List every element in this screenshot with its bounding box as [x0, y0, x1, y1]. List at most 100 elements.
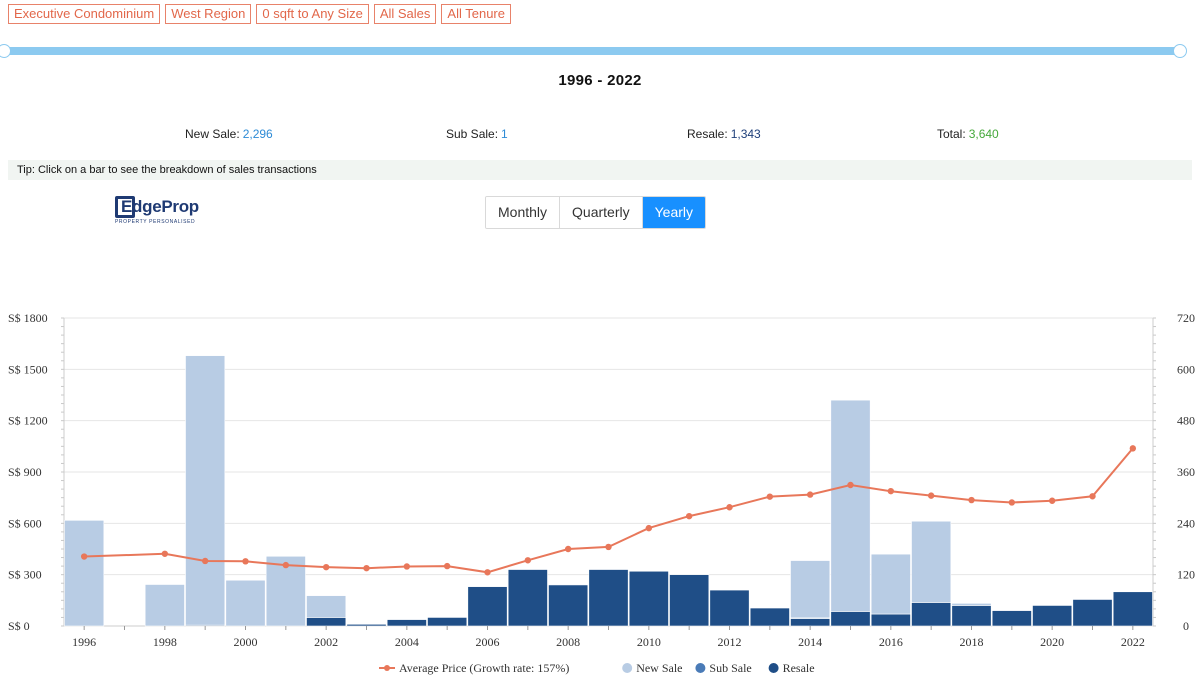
average-price-point[interactable]	[726, 504, 733, 511]
x-axis-tick-label: 2004	[395, 635, 419, 649]
filter-region[interactable]: West Region	[165, 4, 252, 24]
left-axis-tick-label: S$ 900	[8, 465, 42, 479]
bar-resale[interactable]	[628, 570, 669, 627]
x-axis-tick-label: 2020	[1040, 635, 1064, 649]
average-price-point[interactable]	[1008, 499, 1016, 506]
period-toggle: Monthly Quarterly Yearly	[485, 196, 707, 229]
x-axis-tick-label: 2006	[476, 635, 500, 649]
average-price-point[interactable]	[80, 553, 88, 560]
average-price-point[interactable]	[645, 524, 653, 532]
filter-sale-type[interactable]: All Sales	[373, 4, 437, 24]
x-axis-tick-label: 1998	[153, 635, 177, 649]
bar-resale[interactable]	[830, 611, 871, 627]
bar-new-sale[interactable]	[951, 603, 992, 606]
average-price-point[interactable]	[524, 557, 532, 564]
average-price-point[interactable]	[766, 493, 774, 500]
bar-new-sale[interactable]	[64, 520, 105, 627]
left-axis-tick-label: S$ 1500	[8, 362, 48, 376]
average-price-point[interactable]	[443, 562, 451, 570]
bar-resale[interactable]	[1112, 591, 1153, 627]
bar-resale[interactable]	[1032, 605, 1073, 627]
bar-resale[interactable]	[427, 617, 468, 627]
slider-start-handle[interactable]	[0, 44, 11, 58]
filter-size[interactable]: 0 sqft to Any Size	[256, 4, 369, 24]
sales-chart: S$ 0 S$ 300 S$ 600 S$ 900 S$ 1200 S$ 1500 S$ 1…	[8, 311, 1195, 675]
bar-resale[interactable]	[306, 617, 347, 627]
bar-resale[interactable]	[588, 569, 629, 627]
logo-tagline: PROPERTY PERSONALISED	[115, 219, 196, 225]
average-price-point[interactable]	[242, 558, 249, 565]
bar-resale[interactable]	[1072, 599, 1113, 627]
total-label: Total:	[937, 127, 966, 141]
bar-resale[interactable]	[386, 619, 427, 627]
average-price-point[interactable]	[1129, 445, 1137, 452]
average-price-point[interactable]	[605, 543, 612, 551]
average-price-point[interactable]	[484, 569, 491, 576]
total-stat: Total: 3,640	[937, 127, 999, 141]
bar-resale[interactable]	[951, 605, 992, 627]
slider-end-handle[interactable]	[1173, 44, 1187, 58]
legend-label[interactable]: Sub Sale	[709, 661, 751, 675]
bar-new-sale[interactable]	[144, 584, 185, 627]
bar-new-sale[interactable]	[790, 560, 831, 619]
new-sale-stat: New Sale: 2,296	[185, 127, 273, 141]
x-axis-tick-label: 2010	[637, 635, 661, 649]
average-price-point[interactable]	[1048, 497, 1056, 504]
bar-new-sale[interactable]	[185, 355, 226, 626]
bar-resale[interactable]	[346, 623, 387, 627]
bar-new-sale[interactable]	[911, 520, 952, 603]
resale-label: Resale:	[687, 127, 728, 141]
legend-label[interactable]: Resale	[783, 661, 815, 675]
tip-banner: Tip: Click on a bar to see the breakdown…	[8, 160, 1192, 180]
logo-mark	[115, 196, 135, 218]
legend-label[interactable]: New Sale	[636, 661, 682, 675]
period-yearly-button[interactable]: Yearly	[642, 197, 706, 228]
resale-value: 1,343	[730, 127, 761, 141]
average-price-point[interactable]	[806, 491, 814, 498]
filter-property-type[interactable]: Executive Condominium	[8, 4, 161, 24]
bar-resale[interactable]	[790, 617, 831, 627]
left-axis-tick-label: S$ 0	[8, 619, 30, 633]
right-axis-tick-label: 480	[1177, 414, 1195, 428]
average-price-point[interactable]	[564, 545, 572, 553]
bar-resale[interactable]	[911, 602, 952, 627]
bar-new-sale[interactable]	[306, 595, 347, 618]
right-axis-tick-label: 240	[1177, 516, 1195, 530]
slider-track[interactable]	[4, 47, 1180, 55]
bar-resale[interactable]	[548, 584, 589, 627]
new-sale-value: 2,296	[242, 127, 273, 141]
bar-new-sale[interactable]	[225, 579, 266, 627]
bar-resale[interactable]	[507, 569, 548, 627]
average-price-point[interactable]	[282, 561, 290, 569]
average-price-point[interactable]	[363, 564, 370, 572]
bar-resale[interactable]	[991, 610, 1032, 627]
legend-average-price-label[interactable]: Average Price (Growth rate: 157%)	[399, 661, 569, 675]
bar-resale[interactable]	[749, 607, 790, 627]
period-monthly-button[interactable]: Monthly	[486, 197, 561, 228]
average-price-point[interactable]	[685, 512, 693, 520]
bar-resale[interactable]	[709, 589, 750, 627]
average-price-point[interactable]	[403, 563, 411, 570]
bar-resale[interactable]	[669, 574, 710, 627]
filter-tenure[interactable]: All Tenure	[441, 4, 511, 24]
average-price-point[interactable]	[161, 550, 169, 557]
year-range-label: 1996 - 2022	[558, 72, 642, 89]
x-axis-tick-label: 2002	[314, 635, 338, 649]
average-price-point[interactable]	[1089, 493, 1096, 500]
average-price-point[interactable]	[968, 496, 975, 504]
bar-resale[interactable]	[467, 586, 508, 627]
year-range-slider[interactable]	[0, 44, 1187, 58]
bar-new-sale[interactable]	[830, 399, 871, 612]
average-price-point[interactable]	[887, 487, 895, 495]
legend-average-price-swatch-dot	[384, 665, 390, 671]
resale-stat: Resale: 1,343	[687, 127, 761, 141]
average-price-point[interactable]	[847, 481, 854, 489]
bar-new-sale[interactable]	[870, 553, 911, 615]
period-quarterly-button[interactable]: Quarterly	[560, 197, 643, 228]
average-price-point[interactable]	[201, 557, 209, 565]
sales-summary: New Sale: 2,296 Sub Sale: 1 Resale: 1,343 T…	[0, 127, 1200, 143]
average-price-point[interactable]	[322, 563, 330, 571]
sub-sale-value: 1	[501, 127, 508, 141]
bar-resale[interactable]	[870, 613, 911, 627]
average-price-point[interactable]	[927, 492, 935, 499]
